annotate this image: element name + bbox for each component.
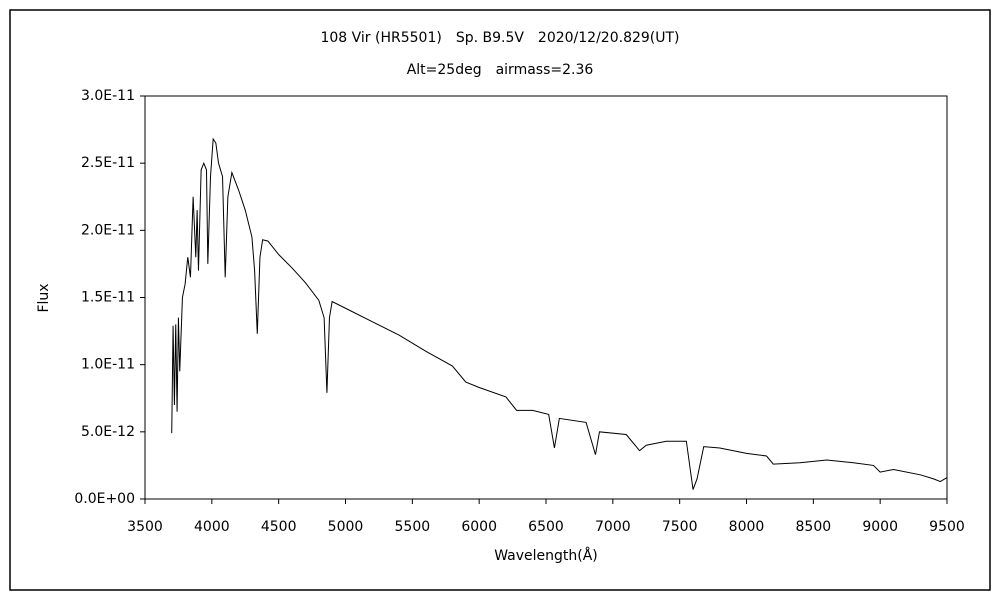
x-tick-label: 9500 (929, 519, 965, 535)
x-tick-label: 5500 (395, 519, 431, 535)
x-tick-label: 9000 (862, 519, 898, 535)
plot-area (144, 95, 948, 500)
x-tick-label: 7500 (662, 519, 698, 535)
x-tick-label: 6000 (461, 519, 497, 535)
y-tick-label: 2.0E-11 (81, 222, 135, 238)
y-axis-label: Flux (36, 283, 52, 312)
x-tick-label: 8000 (729, 519, 765, 535)
y-tick-label: 1.0E-11 (81, 357, 135, 373)
y-tick-label: 1.5E-11 (81, 290, 135, 306)
x-tick-label: 5000 (328, 519, 364, 535)
x-tick-label: 3500 (127, 519, 163, 535)
x-axis-label: Wavelength(Å) (494, 547, 598, 564)
chart-subtitle: Alt=25deg airmass=2.36 (407, 62, 594, 78)
x-tick-label: 4000 (194, 519, 230, 535)
x-tick-label: 8500 (796, 519, 832, 535)
y-tick-label: 5.0E-12 (81, 424, 135, 440)
chart-title: 108 Vir (HR5501) Sp. B9.5V 2020/12/20.82… (320, 30, 679, 46)
x-tick-label: 4500 (261, 519, 297, 535)
spectrum-line (171, 137, 948, 490)
x-tick-label: 6500 (528, 519, 564, 535)
y-tick-label: 3.0E-11 (81, 88, 135, 104)
y-tick-label: 0.0E+00 (74, 491, 135, 507)
y-tick-label: 2.5E-11 (81, 155, 135, 171)
x-tick-label: 7000 (595, 519, 631, 535)
